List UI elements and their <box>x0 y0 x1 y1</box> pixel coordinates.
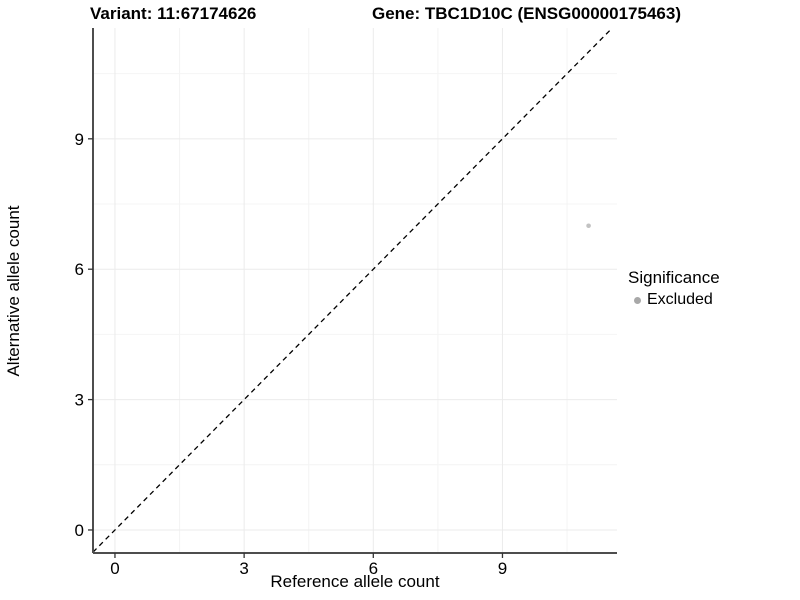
x-tick-label: 9 <box>498 559 507 578</box>
legend-key <box>628 291 646 309</box>
legend: Significance Excluded <box>628 268 778 309</box>
y-tick-label: 9 <box>75 130 84 149</box>
y-tick-label: 0 <box>75 521 84 540</box>
data-point <box>586 223 591 229</box>
plot-title-gene: Gene: TBC1D10C (ENSG00000175463) <box>372 4 681 23</box>
legend-entry-label: Excluded <box>647 291 713 308</box>
y-tick-label: 6 <box>75 260 84 279</box>
legend-title: Significance <box>628 268 720 287</box>
x-tick-label: 6 <box>369 559 378 578</box>
identity-dashed-line <box>92 27 613 553</box>
legend-point-icon <box>633 296 641 304</box>
x-tick-label: 3 <box>239 559 248 578</box>
x-tick-label: 0 <box>110 559 119 578</box>
x-axis-title: Reference allele count <box>270 572 440 591</box>
y-axis-title: Alternative allele count <box>4 205 23 377</box>
legend-entry-excluded: Excluded <box>628 291 778 309</box>
y-tick-label: 3 <box>75 391 84 410</box>
plot-title-variant: Variant: 11:67174626 <box>90 4 257 23</box>
